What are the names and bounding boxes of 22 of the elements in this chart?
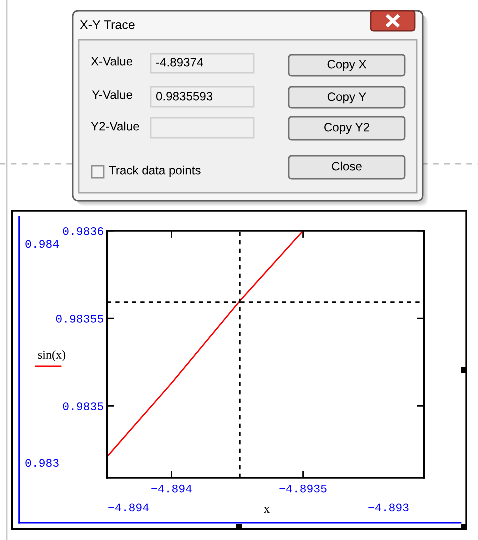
x-tick-label: −4.8935 — [280, 484, 327, 493]
text: Y-Value — [92, 90, 132, 100]
text: Copy Y2 — [324, 123, 370, 134]
text: sin(x) — [38, 350, 66, 362]
text: 0.983 — [26, 459, 59, 468]
text: Copy X — [328, 60, 367, 72]
x-axis-title: x — [264, 507, 270, 514]
text: Copy Y — [328, 92, 366, 104]
text: Track data points — [109, 166, 201, 178]
text: −4.894 — [108, 504, 149, 512]
text: 0.9835593 — [156, 92, 213, 101]
text: 0.984 — [26, 240, 60, 248]
text: Y2-Value — [91, 122, 140, 131]
text: X-Value — [91, 56, 133, 66]
line-series — [107, 231, 304, 458]
y-tick-label: 0.9835 — [63, 402, 104, 410]
y-tick-label: 0.9836 — [63, 227, 104, 236]
text: −4.893 — [368, 504, 409, 512]
text: X-Y Trace — [80, 20, 135, 30]
text: Close — [332, 162, 362, 171]
text: -4.89374 — [156, 58, 204, 67]
y-tick-label: 0.98355 — [56, 315, 104, 323]
